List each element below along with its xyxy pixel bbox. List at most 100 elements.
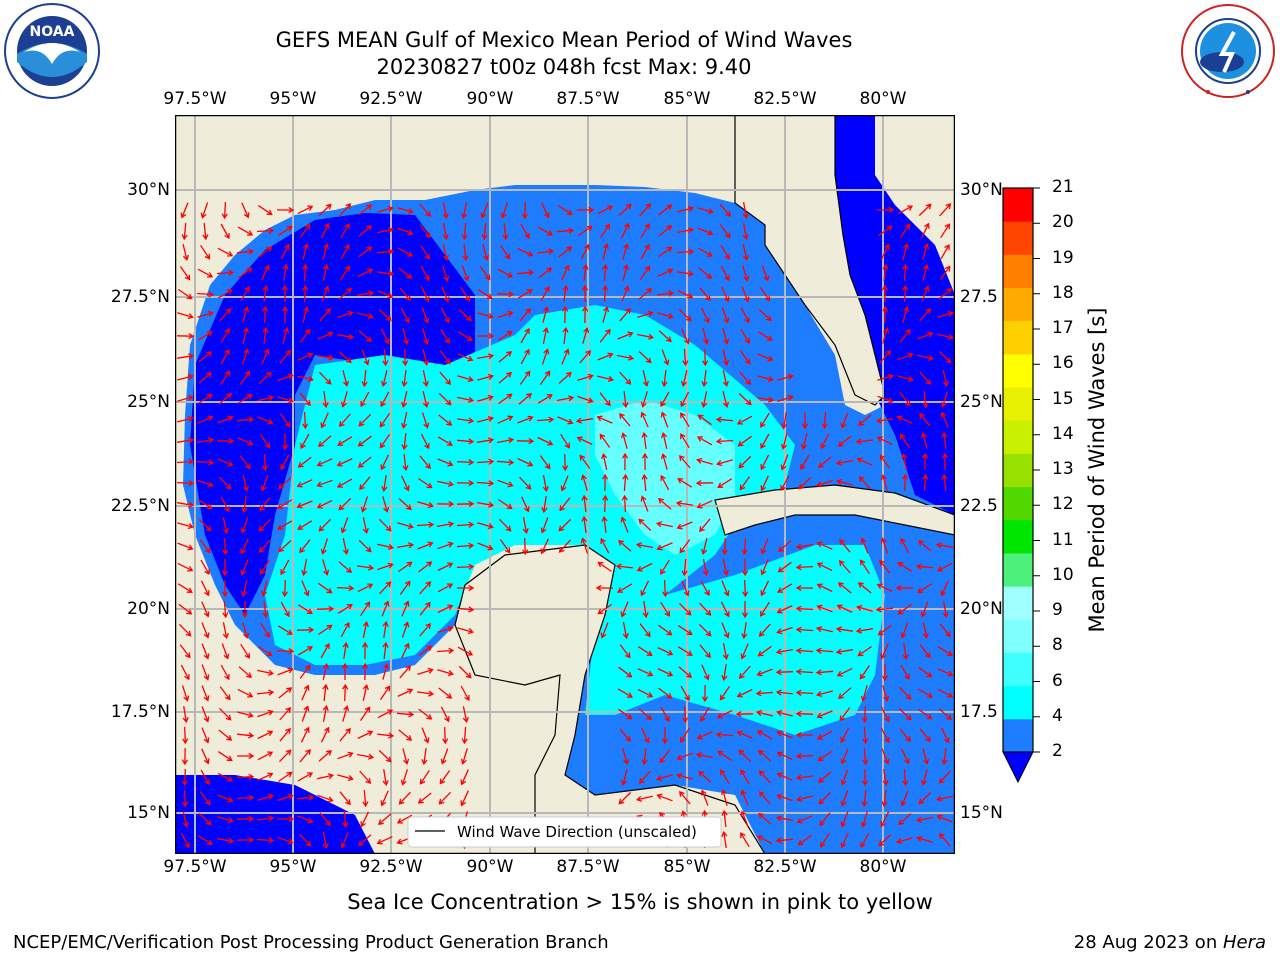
lon-label-bottom: 87.5°W: [556, 857, 620, 877]
wind-wave-arrow: [938, 350, 952, 364]
wind-wave-arrow: [278, 771, 293, 783]
wind-wave-arrow: [360, 391, 370, 408]
lat-label-right: 22.5: [960, 496, 998, 516]
wind-wave-arrow: [297, 604, 313, 614]
wind-wave-arrow: [560, 433, 570, 449]
wind-wave-arrow: [760, 475, 769, 492]
wind-wave-arrow: [242, 622, 250, 639]
wind-wave-arrow: [358, 413, 372, 427]
wind-wave-arrow: [775, 669, 794, 676]
wind-wave-arrow: [242, 475, 249, 493]
wind-wave-arrow: [659, 749, 671, 764]
colorbar-segment: [1003, 420, 1033, 454]
wind-wave-arrow: [657, 647, 674, 656]
wind-wave-arrow: [417, 501, 434, 509]
wind-wave-arrow: [362, 683, 369, 701]
wind-wave-arrow: [399, 580, 411, 595]
wind-wave-arrow: [419, 601, 431, 616]
wind-wave-arrow: [379, 413, 391, 428]
wind-wave-arrow: [201, 748, 210, 765]
wind-wave-arrow: [497, 331, 513, 341]
lat-label-right: 25°N: [960, 392, 1003, 412]
wind-wave-arrow: [902, 284, 909, 303]
wind-wave-arrow: [760, 559, 769, 576]
wind-wave-arrow: [240, 286, 250, 302]
wind-wave-arrow: [179, 644, 191, 659]
wind-wave-arrow: [639, 623, 651, 638]
wind-wave-arrow: [902, 643, 909, 661]
wind-wave-arrow: [901, 452, 908, 470]
wind-wave-arrow: [819, 812, 831, 827]
wind-wave-arrow: [279, 413, 291, 428]
wind-wave-arrow: [899, 328, 911, 343]
wind-wave-arrow: [497, 415, 514, 424]
wind-wave-arrow: [461, 222, 468, 241]
wind-wave-arrow: [321, 285, 330, 302]
wind-wave-arrow: [257, 709, 274, 718]
wind-wave-arrow: [261, 348, 270, 365]
wind-wave-arrow: [240, 559, 249, 576]
map-title: GEFS MEAN Gulf of Mexico Mean Period of …: [275, 28, 853, 52]
wind-wave-arrow: [178, 623, 192, 637]
wind-wave-arrow: [520, 327, 530, 344]
wind-wave-arrow: [360, 496, 369, 513]
wind-wave-arrow: [816, 541, 833, 550]
wind-wave-arrow: [282, 327, 290, 344]
wind-wave-arrow: [401, 412, 408, 430]
wind-wave-arrow: [177, 394, 194, 402]
wind-wave-arrow: [640, 223, 650, 239]
wind-wave-arrow: [176, 332, 195, 340]
wind-wave-arrow: [775, 837, 794, 844]
wind-wave-arrow: [416, 521, 435, 528]
wind-wave-arrow: [457, 396, 475, 403]
wind-wave-arrow: [938, 288, 953, 300]
wind-wave-arrow: [676, 227, 695, 234]
lon-label-top: 85°W: [663, 89, 711, 109]
wind-wave-arrow: [300, 726, 310, 743]
wind-wave-arrow: [700, 789, 709, 806]
wind-wave-arrow: [442, 222, 449, 241]
wind-wave-arrow: [280, 454, 290, 471]
wind-wave-arrow: [402, 328, 410, 346]
wind-wave-arrow: [740, 643, 749, 660]
wind-wave-arrow: [320, 726, 330, 743]
wind-wave-arrow: [297, 456, 312, 468]
wind-wave-arrow: [795, 731, 814, 739]
wind-wave-arrow: [862, 726, 869, 745]
wind-wave-arrow: [499, 245, 511, 260]
wind-wave-arrow: [880, 727, 890, 744]
wind-wave-arrow: [922, 263, 930, 281]
wind-wave-arrow: [421, 307, 430, 324]
lon-label-top: 80°W: [859, 89, 907, 109]
wind-wave-arrow: [420, 244, 430, 260]
wind-wave-arrow: [941, 748, 948, 766]
footer-machine: Hera: [1222, 932, 1266, 953]
wind-wave-arrow: [357, 583, 374, 593]
wind-wave-arrow: [299, 392, 311, 407]
wind-wave-arrow: [642, 601, 649, 619]
wind-wave-arrow: [677, 478, 693, 488]
wind-wave-arrow: [920, 222, 930, 239]
wind-wave-arrow: [738, 455, 752, 469]
map-frame: [175, 115, 955, 854]
wind-wave-arrow: [798, 476, 812, 490]
wind-wave-arrow: [277, 836, 294, 845]
wind-wave-arrow: [595, 584, 614, 592]
wind-wave-arrow: [537, 226, 554, 236]
footer-date: 28 Aug 2023 on Hera: [1074, 932, 1266, 953]
wind-wave-arrow: [439, 371, 452, 386]
wind-wave-arrow: [722, 328, 730, 345]
wind-wave-arrow: [701, 684, 709, 703]
wind-wave-arrow: [258, 645, 273, 657]
wind-wave-arrow: [457, 584, 475, 592]
wind-wave-arrow: [397, 207, 414, 215]
wind-wave-arrow: [357, 290, 375, 297]
wind-wave-arrow: [379, 434, 391, 449]
wind-wave-arrow: [597, 205, 614, 215]
wind-wave-arrow: [618, 539, 632, 552]
wind-wave-arrow: [177, 373, 195, 381]
wind-wave-arrow: [237, 394, 253, 404]
colorbar: [1002, 187, 1040, 784]
wind-wave-arrow: [742, 244, 749, 262]
wind-wave-arrow: [316, 605, 335, 613]
